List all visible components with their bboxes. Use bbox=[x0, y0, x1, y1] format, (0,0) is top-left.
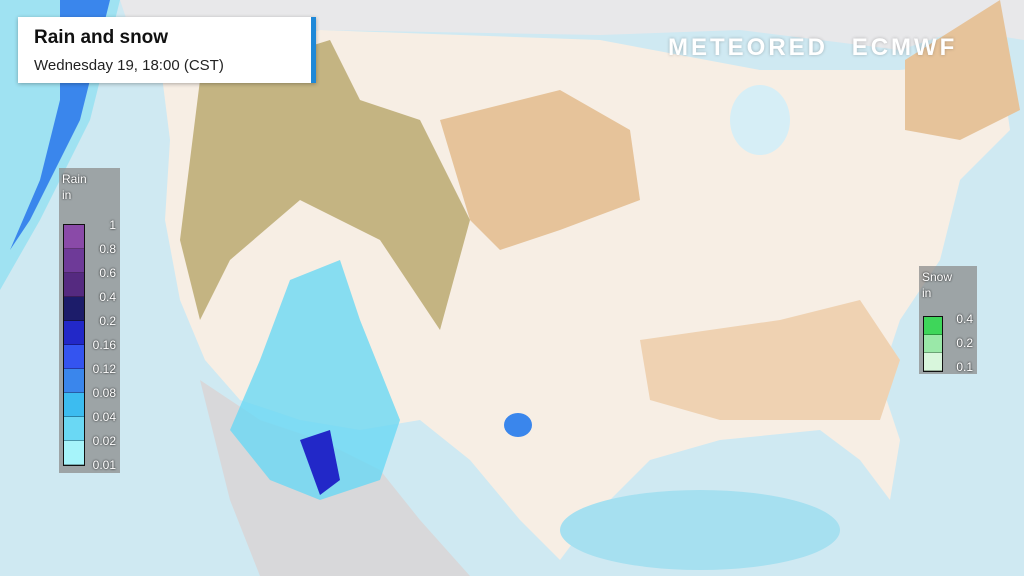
legend-label: 0.04 bbox=[92, 410, 116, 424]
title-box: Rain and snow Wednesday 19, 18:00 (CST) bbox=[18, 17, 316, 83]
rain-legend-title: Rain bbox=[62, 172, 87, 186]
legend-swatch bbox=[64, 321, 84, 345]
southwest-rain bbox=[230, 260, 400, 500]
legend-label: 0.8 bbox=[99, 242, 116, 256]
legend-label: 0.6 bbox=[99, 266, 116, 280]
legend-swatch bbox=[64, 249, 84, 273]
accent-bar bbox=[311, 17, 316, 83]
texas-rain bbox=[504, 413, 532, 437]
legend-swatch bbox=[924, 353, 942, 371]
legend-label: 0.16 bbox=[92, 338, 116, 352]
legend-label: 0.2 bbox=[956, 336, 973, 350]
snow-color-scale bbox=[923, 316, 943, 372]
legend-label: 0.12 bbox=[92, 362, 116, 376]
new-england bbox=[905, 0, 1020, 140]
rain-color-scale bbox=[63, 224, 85, 466]
legend-swatch bbox=[64, 297, 84, 321]
legend-label: 0.1 bbox=[956, 360, 973, 374]
snow-legend-title: Snow bbox=[922, 270, 953, 284]
canada-land bbox=[120, 0, 1024, 60]
legend-swatch bbox=[64, 369, 84, 393]
legend-label: 0.4 bbox=[99, 290, 116, 304]
legend-label: 1 bbox=[109, 218, 116, 232]
legend-swatch bbox=[924, 335, 942, 353]
legend-label: 0.08 bbox=[92, 386, 116, 400]
legend-swatch bbox=[64, 441, 84, 465]
legend-label: 0.01 bbox=[92, 458, 116, 472]
legend-swatch bbox=[64, 417, 84, 441]
southeast-dry bbox=[640, 300, 900, 420]
rain-legend: Rain in 1 0.8 0.6 0.4 0.2 0.16 0.12 0.08 0.04 0.02… bbox=[59, 168, 120, 473]
legend-label: 0.4 bbox=[956, 312, 973, 326]
rain-legend-unit: in bbox=[62, 188, 72, 202]
southwest-rain-core bbox=[300, 430, 340, 495]
legend-swatch bbox=[64, 345, 84, 369]
great-lakes bbox=[730, 85, 790, 155]
legend-swatch bbox=[64, 393, 84, 417]
map-title: Rain and snow bbox=[34, 27, 169, 48]
legend-label: 0.02 bbox=[92, 434, 116, 448]
legend-swatch bbox=[64, 273, 84, 297]
legend-label: 0.2 bbox=[99, 314, 116, 328]
legend-swatch bbox=[924, 317, 942, 335]
meteored-logo: METEORED bbox=[668, 34, 829, 61]
gulf-water bbox=[560, 490, 840, 570]
rockies bbox=[180, 40, 470, 330]
snow-legend-unit: in bbox=[922, 286, 932, 300]
snow-legend: Snow in 0.4 0.2 0.1 bbox=[919, 266, 977, 374]
ecmwf-logo: ECMWF bbox=[851, 34, 958, 61]
logos: METEORED ECMWF bbox=[668, 34, 971, 62]
map-timestamp: Wednesday 19, 18:00 (CST) bbox=[34, 57, 224, 74]
great-plains-dry bbox=[440, 90, 640, 250]
legend-swatch bbox=[64, 225, 84, 249]
